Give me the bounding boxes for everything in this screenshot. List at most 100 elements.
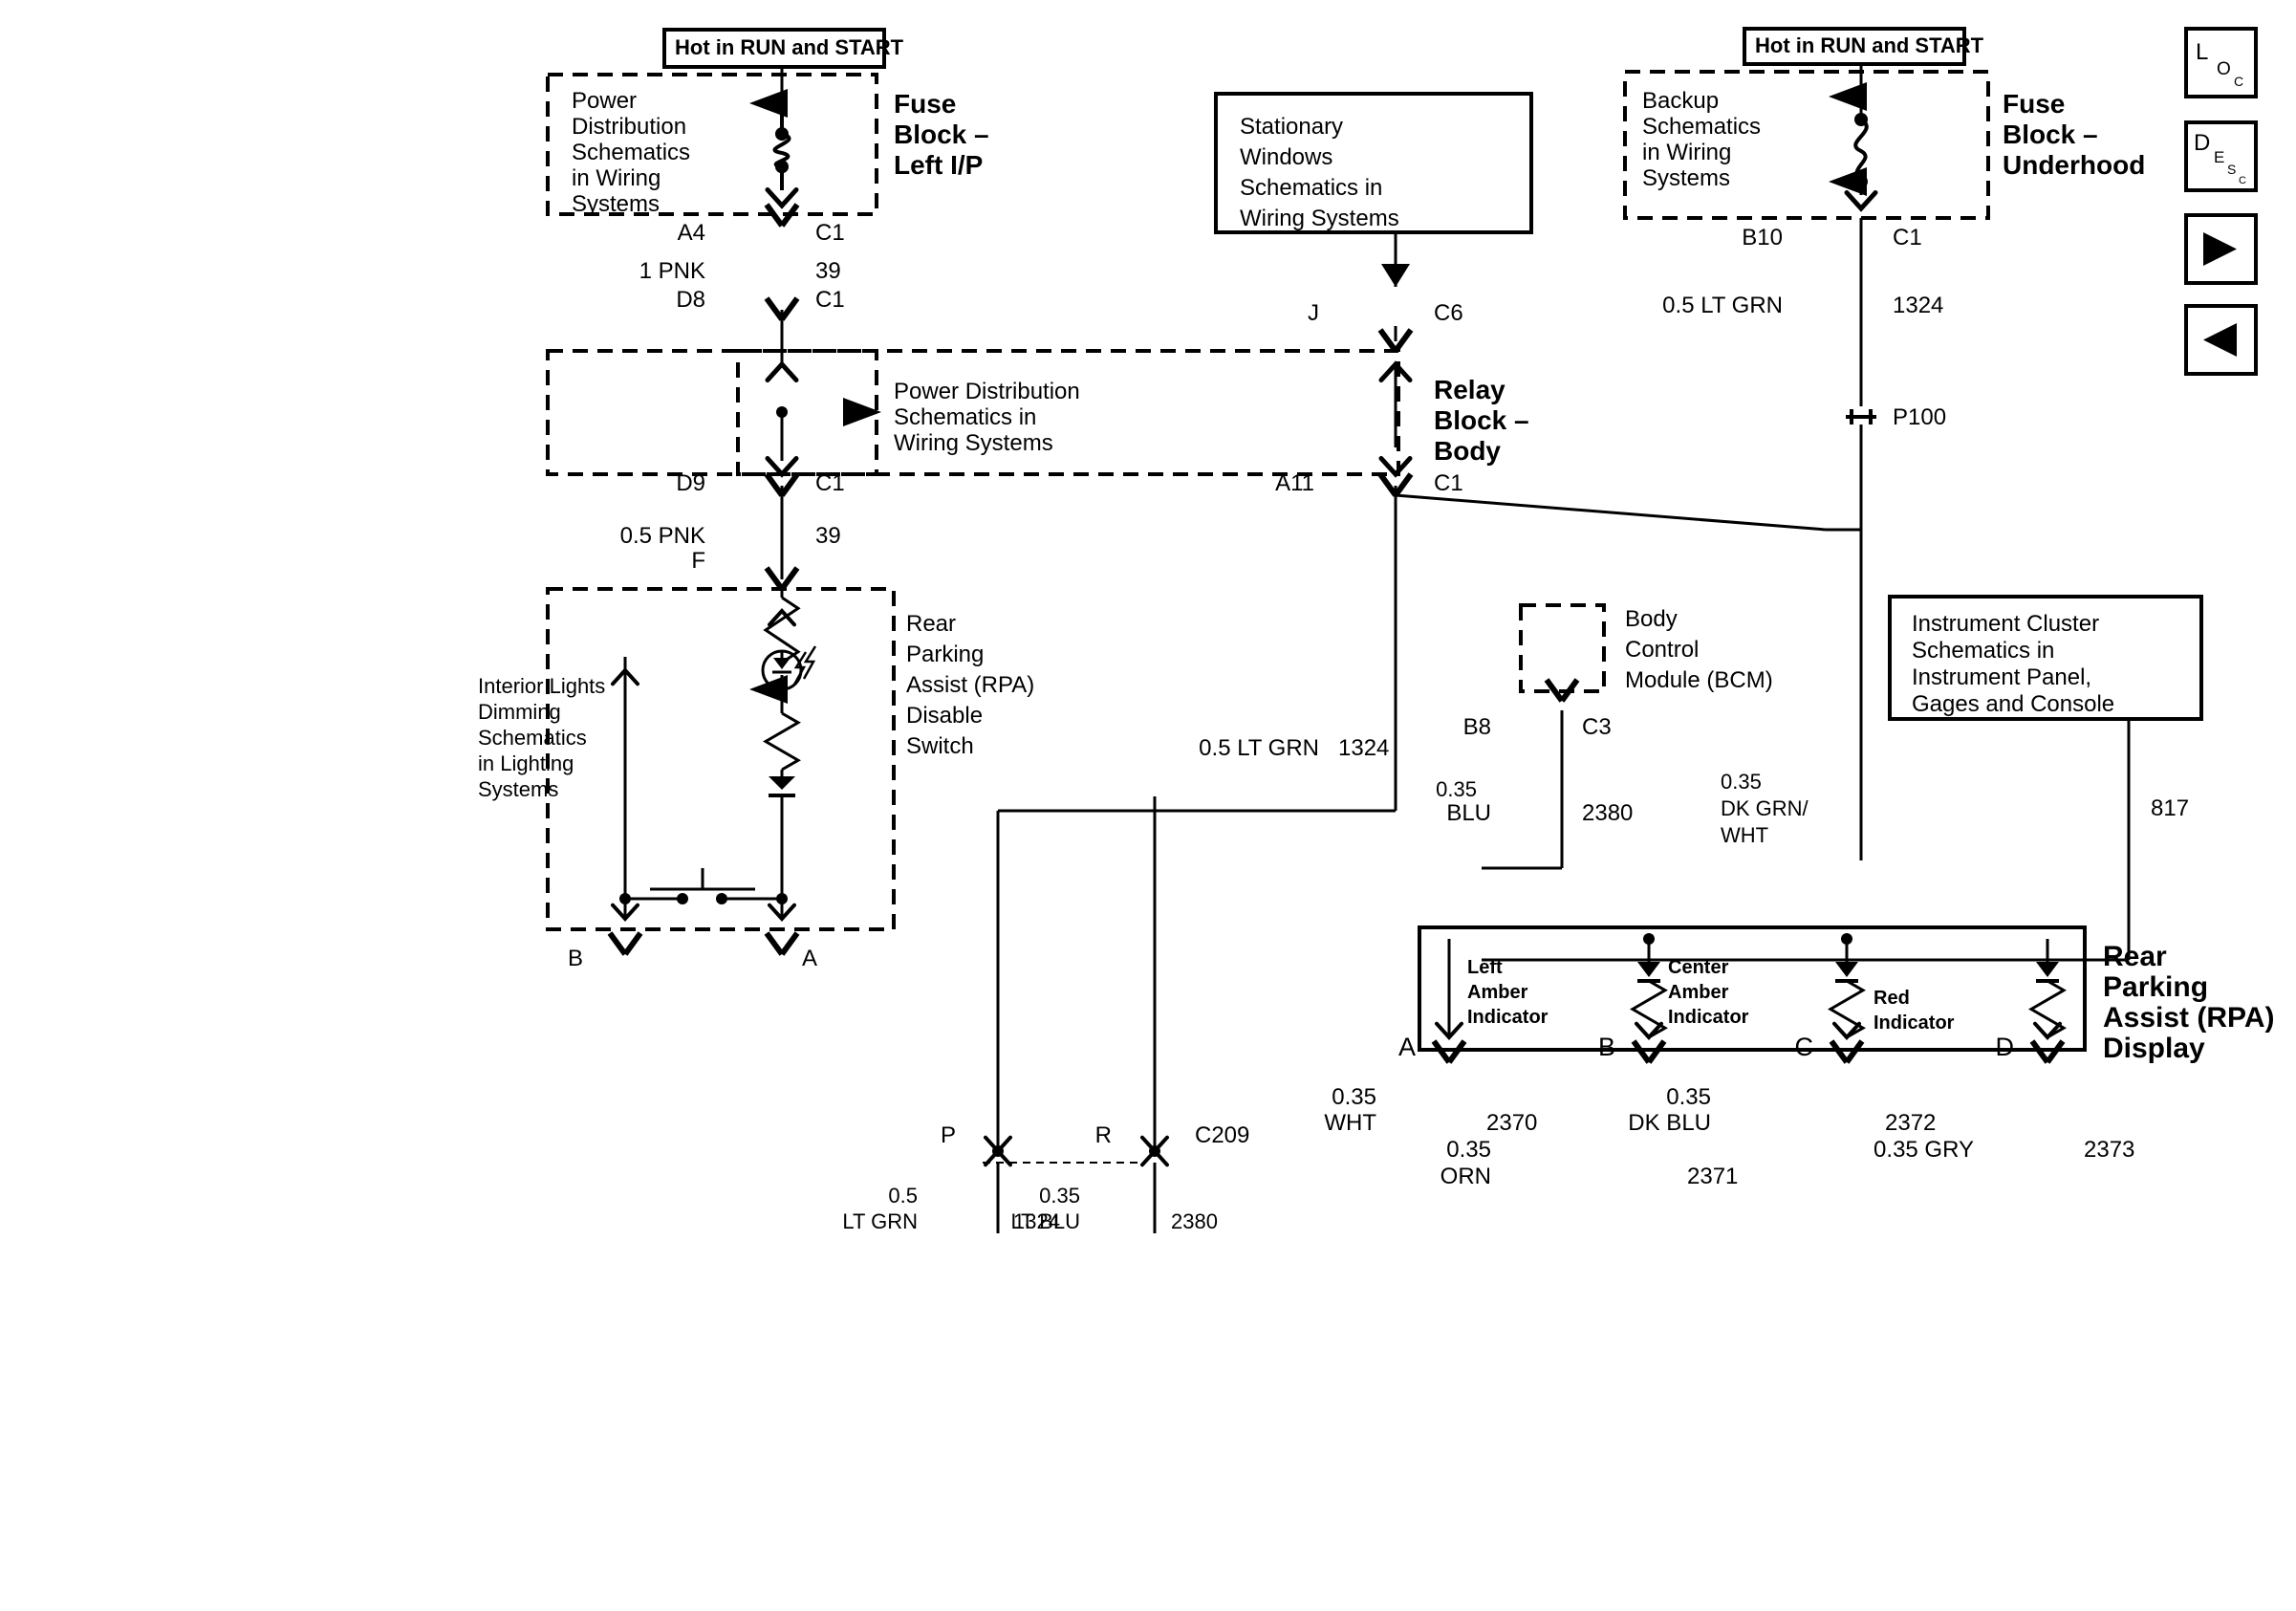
svg-text:0.35: 0.35 xyxy=(1436,777,1477,801)
svg-text:0.35: 0.35 xyxy=(1446,1137,1491,1163)
svg-text:Wiring Systems: Wiring Systems xyxy=(1240,206,1399,231)
svg-text:DK BLU: DK BLU xyxy=(1628,1110,1711,1136)
svg-text:Amber: Amber xyxy=(1668,982,1729,1003)
svg-text:Rear: Rear xyxy=(906,611,956,637)
svg-text:Schematics in: Schematics in xyxy=(1240,175,1382,201)
svg-text:Instrument Panel,: Instrument Panel, xyxy=(1912,664,2091,690)
svg-text:Distribution: Distribution xyxy=(572,114,686,140)
svg-text:D: D xyxy=(2194,130,2210,156)
svg-text:Indicator: Indicator xyxy=(1467,1007,1549,1028)
svg-text:C209: C209 xyxy=(1195,1122,1249,1148)
svg-text:0.35: 0.35 xyxy=(1039,1184,1080,1208)
svg-text:B10: B10 xyxy=(1742,225,1783,250)
svg-text:1 PNK: 1 PNK xyxy=(639,258,705,284)
svg-text:0.35 GRY: 0.35 GRY xyxy=(1874,1137,1974,1163)
svg-text:C1: C1 xyxy=(1893,225,1922,250)
svg-text:L: L xyxy=(2196,39,2208,65)
svg-text:0.35: 0.35 xyxy=(1332,1084,1376,1110)
svg-text:Fuse: Fuse xyxy=(894,89,956,119)
svg-text:Power: Power xyxy=(572,88,637,114)
svg-text:C1: C1 xyxy=(815,287,845,313)
svg-text:Systems: Systems xyxy=(572,191,660,217)
svg-text:Wiring Systems: Wiring Systems xyxy=(894,430,1053,456)
svg-text:Relay: Relay xyxy=(1434,375,1505,404)
svg-text:Body: Body xyxy=(1625,606,1678,632)
svg-text:A11: A11 xyxy=(1275,470,1314,496)
svg-text:1324: 1324 xyxy=(1893,293,1943,318)
svg-text:Block –: Block – xyxy=(2003,120,2098,149)
svg-text:2371: 2371 xyxy=(1687,1164,1738,1189)
svg-text:Left: Left xyxy=(1467,957,1503,978)
svg-text:2373: 2373 xyxy=(2084,1137,2134,1163)
svg-text:Control: Control xyxy=(1625,637,1699,663)
svg-text:Hot in RUN and START: Hot in RUN and START xyxy=(1755,33,1984,57)
svg-text:Schematics in: Schematics in xyxy=(1912,638,2054,664)
svg-text:Systems: Systems xyxy=(478,777,558,801)
svg-text:2380: 2380 xyxy=(1171,1209,1218,1233)
svg-text:Windows: Windows xyxy=(1240,144,1332,170)
svg-text:39: 39 xyxy=(815,258,841,284)
svg-text:Red: Red xyxy=(1874,988,1910,1009)
svg-text:A: A xyxy=(802,946,817,971)
svg-text:Body: Body xyxy=(1434,436,1501,466)
svg-text:Center: Center xyxy=(1668,957,1729,978)
svg-text:S: S xyxy=(2227,162,2236,177)
svg-text:Indicator: Indicator xyxy=(1874,1012,1955,1034)
svg-text:2380: 2380 xyxy=(1582,800,1633,826)
svg-text:DK GRN/: DK GRN/ xyxy=(1721,796,1809,820)
svg-text:R: R xyxy=(1095,1122,1112,1148)
svg-text:Schematics: Schematics xyxy=(1642,114,1761,140)
svg-text:in Wiring: in Wiring xyxy=(1642,140,1731,165)
svg-text:D: D xyxy=(1996,1033,2015,1061)
svg-text:Fuse: Fuse xyxy=(2003,89,2065,119)
svg-text:C3: C3 xyxy=(1582,714,1612,740)
svg-text:0.35: 0.35 xyxy=(1666,1084,1711,1110)
svg-text:Block –: Block – xyxy=(894,120,989,149)
svg-text:Dimming: Dimming xyxy=(478,700,561,724)
svg-text:817: 817 xyxy=(2151,795,2189,821)
svg-text:Schematics: Schematics xyxy=(478,726,587,750)
svg-text:in Lighting: in Lighting xyxy=(478,751,574,775)
svg-text:0.5 PNK: 0.5 PNK xyxy=(620,523,705,549)
svg-text:Switch: Switch xyxy=(906,733,974,759)
svg-text:Block –: Block – xyxy=(1434,405,1529,435)
svg-text:J: J xyxy=(1308,300,1319,326)
svg-text:Assist (RPA): Assist (RPA) xyxy=(906,672,1034,698)
svg-text:Stationary: Stationary xyxy=(1240,114,1343,140)
svg-text:D9: D9 xyxy=(676,470,705,496)
svg-text:WHT: WHT xyxy=(1324,1110,1376,1136)
svg-text:Power Distribution: Power Distribution xyxy=(894,379,1080,404)
svg-text:BLU: BLU xyxy=(1446,800,1491,826)
svg-text:in Wiring: in Wiring xyxy=(572,165,661,191)
svg-text:Amber: Amber xyxy=(1467,982,1528,1003)
svg-text:B: B xyxy=(568,946,583,971)
svg-text:Indicator: Indicator xyxy=(1668,1007,1749,1028)
svg-text:39: 39 xyxy=(815,523,841,549)
svg-text:Underhood: Underhood xyxy=(2003,150,2145,180)
svg-text:0.5 LT GRN: 0.5 LT GRN xyxy=(1199,735,1319,761)
svg-text:Hot in RUN and START: Hot in RUN and START xyxy=(675,35,904,59)
svg-text:0.5: 0.5 xyxy=(888,1184,918,1208)
svg-text:C: C xyxy=(2234,74,2243,89)
svg-text:A4: A4 xyxy=(678,220,705,246)
svg-text:Systems: Systems xyxy=(1642,165,1730,191)
svg-text:A: A xyxy=(1398,1033,1416,1061)
svg-text:Schematics: Schematics xyxy=(572,140,690,165)
svg-text:Module (BCM): Module (BCM) xyxy=(1625,667,1773,693)
svg-text:1324: 1324 xyxy=(1338,735,1389,761)
svg-text:D8: D8 xyxy=(676,287,705,313)
svg-text:Gages and Console: Gages and Console xyxy=(1912,691,2114,717)
svg-text:LT GRN: LT GRN xyxy=(842,1209,918,1233)
svg-text:LT BLU: LT BLU xyxy=(1010,1209,1080,1233)
svg-text:Backup: Backup xyxy=(1642,88,1719,114)
svg-text:2372: 2372 xyxy=(1885,1110,1936,1136)
svg-text:WHT: WHT xyxy=(1721,823,1768,847)
svg-text:B8: B8 xyxy=(1463,714,1491,740)
svg-text:Parking: Parking xyxy=(2103,971,2208,1003)
svg-text:ORN: ORN xyxy=(1440,1164,1491,1189)
svg-text:0.5 LT GRN: 0.5 LT GRN xyxy=(1662,293,1783,318)
svg-text:C1: C1 xyxy=(815,220,845,246)
svg-text:Assist (RPA): Assist (RPA) xyxy=(2103,1002,2274,1034)
svg-text:2370: 2370 xyxy=(1486,1110,1537,1136)
svg-text:Interior Lights: Interior Lights xyxy=(478,674,605,698)
